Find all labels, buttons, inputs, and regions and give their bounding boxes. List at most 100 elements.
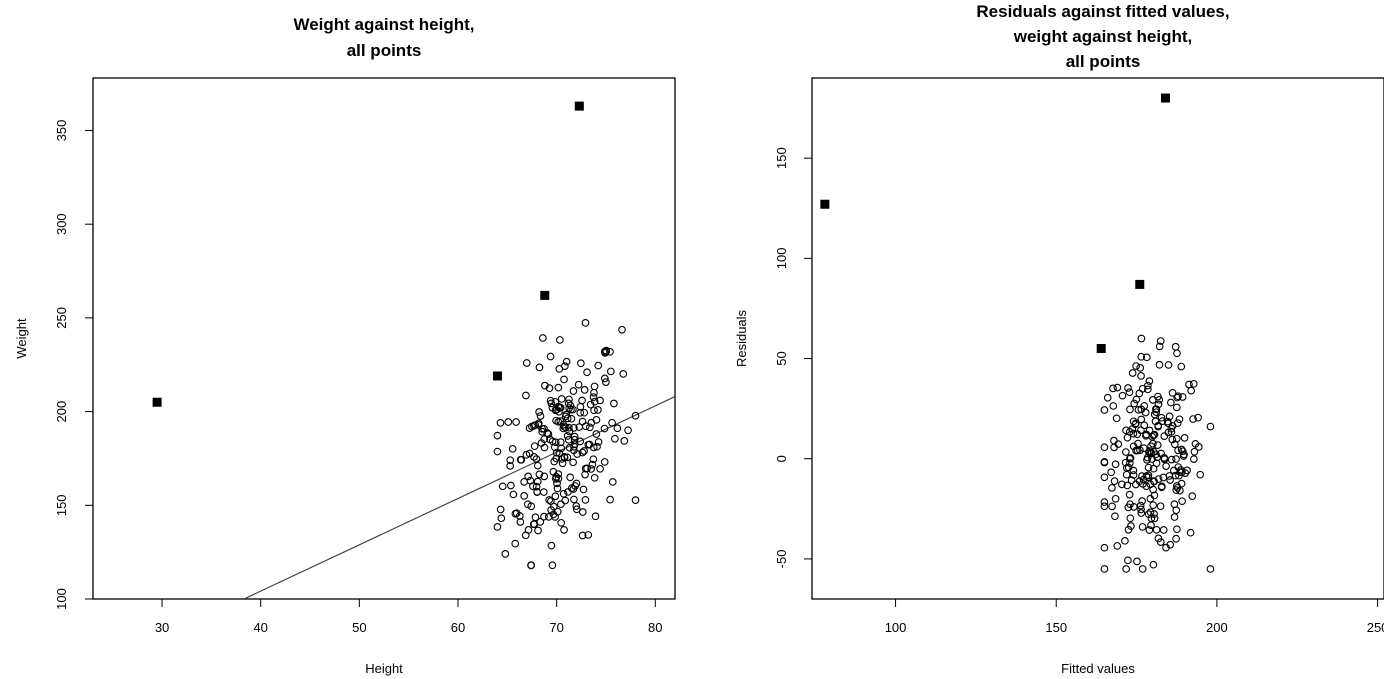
- data-point: [600, 458, 609, 466]
- outlier-point: [1096, 344, 1106, 354]
- data-point: [589, 455, 598, 464]
- data-point: [592, 416, 601, 424]
- data-point: [587, 465, 596, 473]
- data-point: [1157, 449, 1165, 458]
- data-point: [1129, 442, 1138, 451]
- data-point: [1149, 439, 1157, 448]
- data-point: [1145, 377, 1154, 385]
- data-point: [493, 447, 502, 456]
- data-point: [1156, 502, 1165, 511]
- data-point: [1100, 543, 1109, 552]
- data-point: [1137, 372, 1145, 380]
- x-tick-label: 50: [352, 620, 366, 635]
- data-point: [524, 472, 533, 481]
- data-point: [1129, 429, 1138, 438]
- data-point: [578, 417, 587, 426]
- data-point: [1113, 542, 1122, 550]
- data-point: [1173, 393, 1182, 402]
- data-point: [1112, 414, 1121, 423]
- data-point: [1166, 398, 1175, 407]
- data-point: [620, 437, 629, 445]
- data-point: [1100, 565, 1109, 573]
- data-point: [1144, 385, 1152, 394]
- data-point: [540, 424, 548, 433]
- data-point: [539, 334, 547, 342]
- data-point: [1139, 475, 1148, 484]
- data-point: [588, 460, 597, 469]
- data-point: [1190, 447, 1199, 456]
- data-point: [1194, 443, 1203, 451]
- data-point: [1107, 468, 1116, 477]
- data-point: [1137, 415, 1146, 424]
- data-point: [570, 440, 579, 449]
- data-point: [560, 375, 568, 384]
- data-point: [1125, 428, 1134, 436]
- data-point: [564, 399, 573, 408]
- data-point: [1175, 415, 1184, 424]
- chart-title-line: Weight against height,: [293, 15, 474, 34]
- data-point: [1178, 393, 1187, 401]
- data-point: [578, 396, 586, 405]
- data-point: [584, 531, 593, 539]
- data-point: [592, 430, 601, 438]
- data-point: [557, 518, 566, 527]
- data-point: [512, 418, 520, 426]
- data-point: [554, 383, 563, 392]
- data-point: [1100, 406, 1109, 414]
- data-point: [1156, 337, 1165, 345]
- x-tick-label: 100: [885, 620, 907, 635]
- data-point: [1154, 392, 1162, 401]
- data-point: [530, 452, 538, 461]
- data-point: [566, 473, 575, 482]
- data-point: [1154, 534, 1163, 543]
- data-point: [1111, 494, 1120, 503]
- data-point: [1172, 506, 1181, 515]
- data-point: [618, 325, 626, 334]
- data-point: [572, 502, 581, 510]
- data-point: [1173, 349, 1181, 358]
- data-point: [516, 518, 525, 526]
- data-point: [1144, 471, 1153, 480]
- data-point: [606, 347, 614, 356]
- data-point: [1136, 364, 1145, 372]
- data-point: [1167, 427, 1176, 436]
- data-layer: [820, 93, 1215, 573]
- data-point: [1172, 534, 1180, 543]
- data-point: [1138, 523, 1147, 531]
- data-point: [1152, 525, 1161, 534]
- data-point: [1132, 362, 1140, 370]
- y-tick-label: 150: [54, 494, 69, 516]
- data-point: [1177, 362, 1186, 371]
- data-point: [1109, 384, 1117, 393]
- data-point: [496, 419, 505, 427]
- data-point: [593, 442, 601, 451]
- data-point: [1181, 469, 1190, 477]
- data-point: [1126, 405, 1134, 414]
- data-point: [537, 439, 546, 447]
- outlier-point: [540, 290, 550, 300]
- data-point: [1190, 455, 1198, 463]
- data-point: [1154, 422, 1163, 431]
- data-point: [1159, 526, 1168, 534]
- data-point: [1172, 403, 1181, 412]
- data-point: [1167, 455, 1176, 464]
- data-point: [1142, 482, 1151, 491]
- x-tick-label: 80: [648, 620, 662, 635]
- data-point: [535, 408, 543, 416]
- chart-title-line: weight against height,: [1013, 27, 1193, 46]
- data-point: [1133, 446, 1142, 455]
- data-point: [559, 420, 568, 429]
- data-point: [594, 406, 602, 414]
- data-point: [506, 462, 515, 470]
- data-point: [564, 435, 573, 444]
- data-point: [509, 490, 518, 499]
- data-point: [551, 492, 560, 501]
- data-point: [1149, 501, 1158, 510]
- data-point: [550, 457, 559, 466]
- data-point: [1100, 473, 1109, 482]
- data-point: [562, 357, 571, 366]
- data-point: [1187, 386, 1196, 395]
- data-point: [1172, 455, 1180, 463]
- y-tick-label: 250: [54, 307, 69, 329]
- data-point: [631, 411, 640, 420]
